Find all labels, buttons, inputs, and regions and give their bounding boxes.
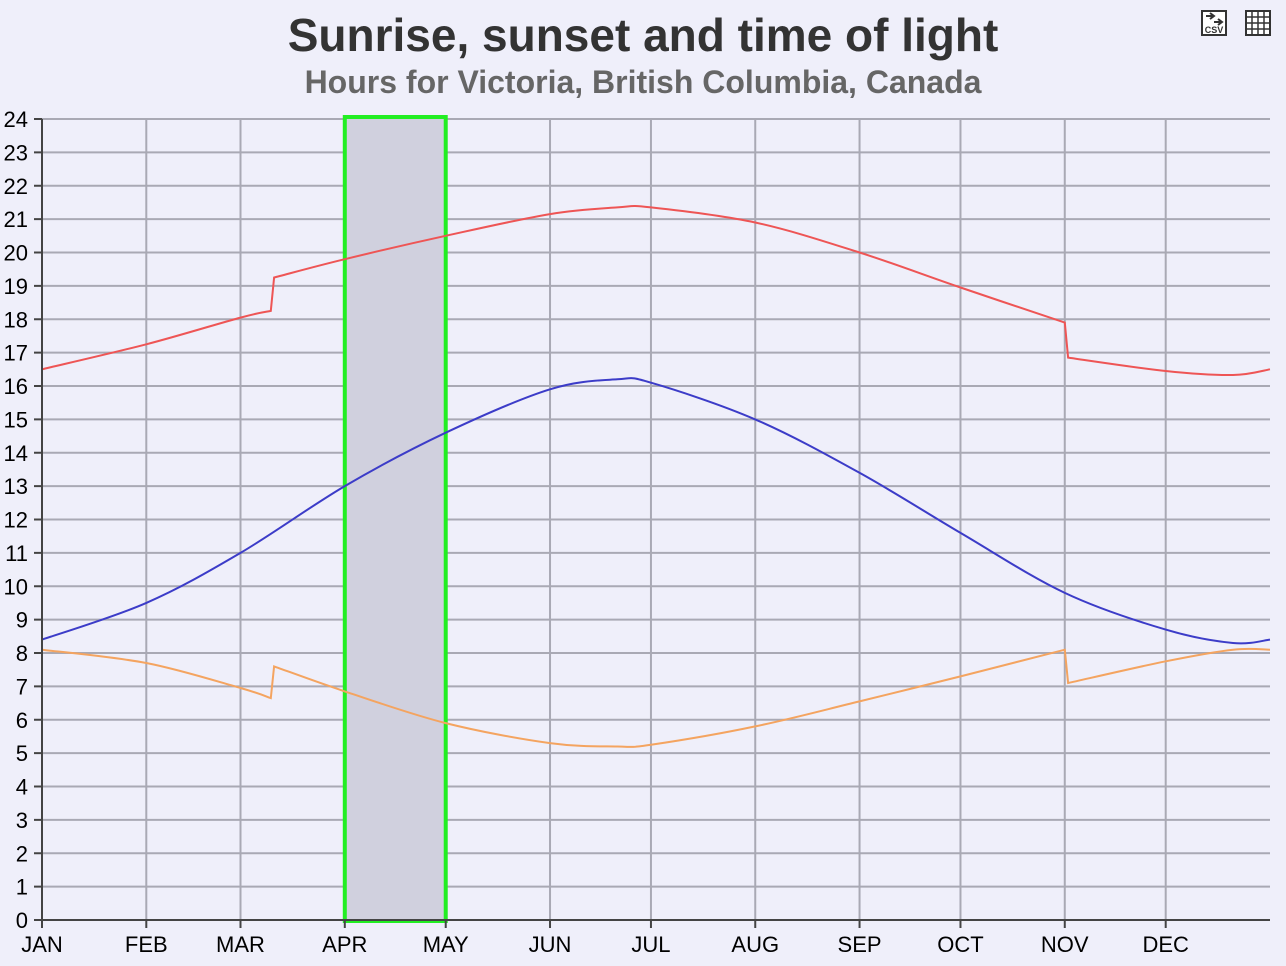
y-tick-label: 16 [4,374,28,399]
x-tick-label: SEP [838,932,882,957]
svg-text:CSV: CSV [1205,25,1224,35]
x-tick-label: DEC [1142,932,1189,957]
axes [34,118,1270,928]
x-tick-label: AUG [731,932,779,957]
series-lines [41,205,1271,748]
x-tick-label: MAY [423,932,469,957]
y-tick-label: 11 [5,541,28,566]
y-tick-label: 17 [4,341,28,366]
sunset-line [41,205,1271,377]
y-tick-label: 12 [4,508,28,533]
x-tick-label: NOV [1041,932,1089,957]
y-tick-label: 9 [16,608,28,633]
y-tick-label: 5 [16,741,28,766]
y-tick-label: 2 [16,841,28,866]
y-tick-label: 18 [4,307,28,332]
y-tick-label: 24 [4,107,28,132]
y-tick-label: 22 [4,174,28,199]
y-tick-label: 15 [4,407,28,432]
y-tick-label: 8 [16,641,28,666]
daylight-line [41,377,1271,645]
chart-title: Sunrise, sunset and time of light [287,9,999,61]
x-tick-labels: JAN FEB MAR APR MAY JUN JUL AUG SEP OCT NOV DEC [21,932,1189,957]
sunrise-line [41,647,1271,748]
y-tick-label: 7 [16,674,28,699]
y-tick-label: 3 [16,808,28,833]
x-tick-label: FEB [125,932,168,957]
table-grid-icon[interactable] [1245,10,1271,36]
y-tick-label: 14 [4,441,28,466]
x-tick-label: APR [322,932,367,957]
x-tick-label: MAR [216,932,265,957]
csv-export-icon[interactable]: CSV [1201,10,1227,36]
y-tick-label: 1 [16,875,28,900]
highlight-band [342,115,448,923]
y-tick-label: 0 [16,908,28,933]
y-tick-label: 13 [4,474,28,499]
y-tick-label: 10 [4,574,28,599]
x-tick-label: OCT [937,932,983,957]
x-tick-label: JUL [631,932,670,957]
grid-lines [42,118,1270,921]
chart-subtitle: Hours for Victoria, British Columbia, Ca… [304,64,982,100]
highlight-rect[interactable] [342,115,448,923]
y-tick-label: 20 [4,241,28,266]
x-tick-label: JUN [529,932,572,957]
y-tick-label: 19 [4,274,28,299]
y-tick-label: 4 [16,775,28,800]
x-tick-label: JAN [21,932,63,957]
y-tick-label: 6 [16,708,28,733]
y-tick-label: 23 [4,140,28,165]
y-tick-label: 21 [4,207,28,232]
